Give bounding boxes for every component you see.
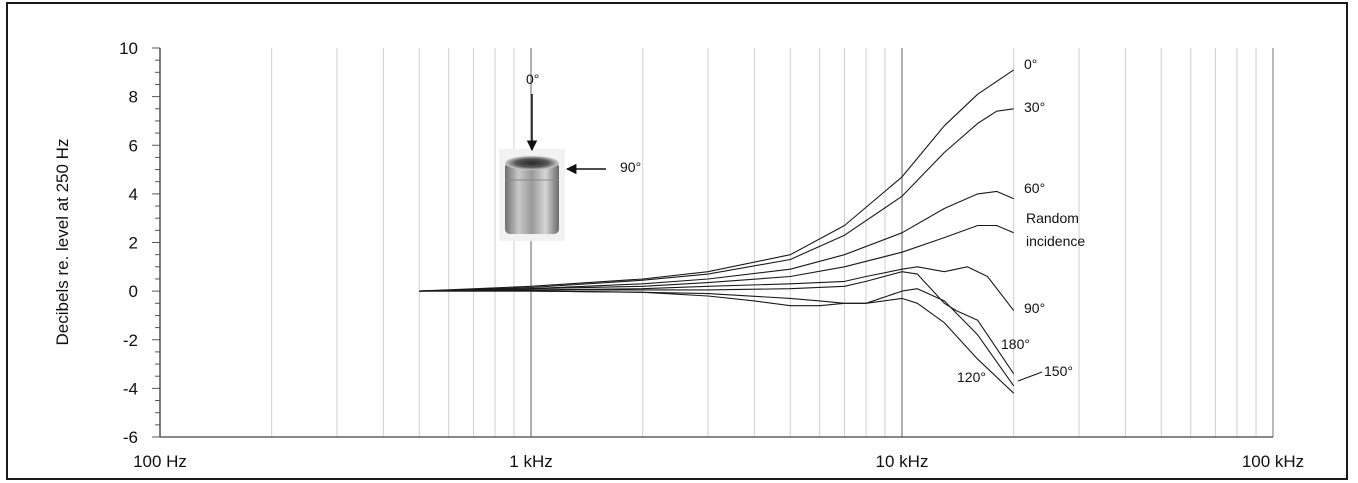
curve-label-180: 180° <box>1001 336 1030 352</box>
x-tick-label: 10 kHz <box>876 452 929 471</box>
curve-labels: 0° 30° 60° Random incidence 90° 180° 150… <box>957 56 1085 385</box>
x-tick-label: 100 kHz <box>1242 452 1304 471</box>
series-line-1 <box>419 108 1014 292</box>
y-tick-label: 2 <box>129 234 138 253</box>
curve-label-150-leader <box>1017 371 1043 382</box>
y-axis-label: Decibels re. level at 250 Hz <box>53 139 72 346</box>
frequency-response-chart: -6 -4 -2 0 2 4 6 8 10 100 Hz 1 kHz 10 kHz 100 kHz De… <box>53 39 1304 471</box>
series-line-5 <box>419 271 1015 375</box>
curve-label-60: 60° <box>1024 180 1045 196</box>
arrow-top-label: 0° <box>526 71 539 87</box>
grid <box>159 48 1274 437</box>
y-tick-label: -6 <box>123 428 138 447</box>
arrow-side-label: 90° <box>620 159 641 175</box>
series-line-0 <box>419 69 1015 292</box>
curve-label-120: 120° <box>957 369 986 385</box>
microphone-photo <box>505 162 559 234</box>
series-layer <box>419 69 1015 394</box>
chart-frame: -6 -4 -2 0 2 4 6 8 10 100 Hz 1 kHz 10 kHz 100 kHz De… <box>6 2 1348 480</box>
y-tick-label: 8 <box>129 88 138 107</box>
curve-label-incidence: incidence <box>1026 233 1085 249</box>
microphone-inset: 0° 90° <box>499 71 641 241</box>
series-line-4 <box>419 266 1015 311</box>
x-tick-label: 1 kHz <box>509 452 552 471</box>
curve-label-random: Random <box>1026 210 1079 226</box>
curve-label-0: 0° <box>1024 56 1037 72</box>
y-tick-label: 0 <box>129 282 138 301</box>
x-tick-label: 100 Hz <box>133 452 187 471</box>
curve-label-150: 150° <box>1044 363 1073 379</box>
series-line-6 <box>419 288 1015 387</box>
y-tick-label: 6 <box>129 136 138 155</box>
axes: -6 -4 -2 0 2 4 6 8 10 100 Hz 1 kHz 10 kHz 100 kHz <box>119 39 1304 471</box>
series-line-2 <box>419 190 1014 292</box>
curve-label-90: 90° <box>1024 300 1045 316</box>
series-line-3 <box>419 224 1014 292</box>
y-tick-label: -4 <box>123 379 138 398</box>
series-line-7 <box>419 290 1015 394</box>
y-tick-label: 4 <box>129 185 138 204</box>
curve-label-30: 30° <box>1024 99 1045 115</box>
y-tick-label: 10 <box>119 39 138 58</box>
y-tick-label: -2 <box>123 331 138 350</box>
microphone-grille <box>505 156 559 170</box>
